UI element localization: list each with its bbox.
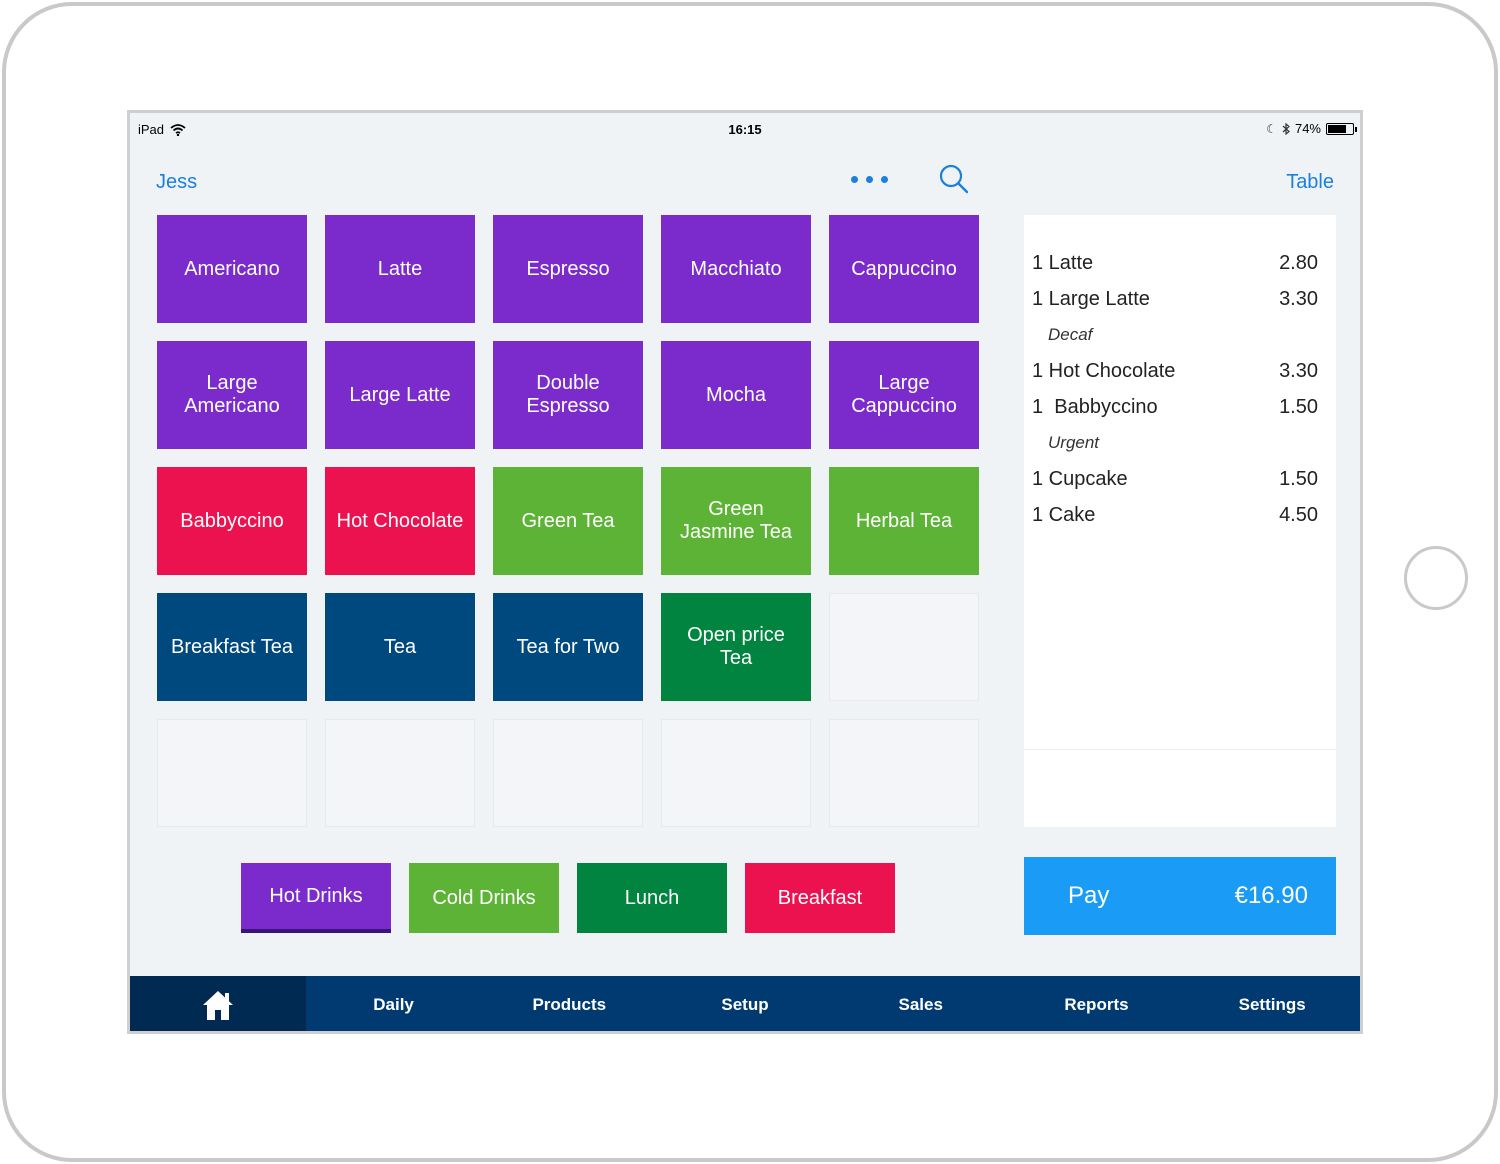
category-hot-drinks-button[interactable]: Hot Drinks [241, 863, 391, 933]
product-breakfast-tea-button[interactable]: Breakfast Tea [157, 593, 307, 701]
product-tea-button[interactable]: Tea [325, 593, 475, 701]
product-espresso-button[interactable]: Espresso [493, 215, 643, 323]
order-lines: 1 Latte 2.80 1 Large Latte 3.30 Decaf 1 Hot C… [1032, 245, 1318, 533]
pay-label: Pay [1068, 882, 1110, 909]
category-breakfast-button[interactable]: Breakfast [745, 863, 895, 933]
order-line[interactable]: 1 Latte 2.80 [1032, 245, 1318, 281]
order-line-item: 1 Hot Chocolate [1032, 359, 1176, 382]
moon-icon: ☾ [1266, 121, 1277, 136]
order-line-price: 1.50 [1279, 395, 1318, 418]
battery-icon [1326, 122, 1357, 135]
empty-product-slot[interactable] [829, 593, 979, 701]
order-line-item: 1 Cake [1032, 503, 1096, 526]
order-line-item: 1 Babbyccino [1032, 395, 1158, 418]
order-line-price: 2.80 [1279, 251, 1318, 274]
pay-button[interactable]: Pay €16.90 [1024, 857, 1336, 935]
battery-fill [1328, 124, 1346, 133]
order-divider [1024, 749, 1336, 750]
status-time: 16:15 [728, 122, 762, 137]
empty-product-slot[interactable] [493, 719, 643, 827]
product-large-americano-button[interactable]: Large Americano [157, 341, 307, 449]
product-herbal-tea-button[interactable]: Herbal Tea [829, 467, 979, 575]
order-panel: 1 Latte 2.80 1 Large Latte 3.30 Decaf 1 Hot C… [1024, 215, 1336, 827]
bottom-nav: Daily Products Setup Sales Reports Settings [130, 976, 1360, 1031]
battery-percent: 74% [1294, 121, 1321, 136]
order-line-price: 3.30 [1279, 287, 1318, 310]
empty-product-slot[interactable] [157, 719, 307, 827]
empty-product-slot[interactable] [661, 719, 811, 827]
nav-settings[interactable]: Settings [1238, 995, 1306, 1014]
search-icon[interactable] [938, 163, 970, 195]
order-line-item: 1 Cupcake [1032, 467, 1128, 490]
order-line[interactable]: 1 Cupcake 1.50 [1032, 461, 1318, 497]
category-bar: Hot Drinks Cold Drinks Lunch Breakfast [241, 863, 895, 933]
order-line-price: 1.50 [1279, 467, 1318, 490]
product-latte-button[interactable]: Latte [325, 215, 475, 323]
product-americano-button[interactable]: Americano [157, 215, 307, 323]
bluetooth-icon [1282, 122, 1290, 135]
order-line-item: 1 Large Latte [1032, 287, 1150, 310]
table-button[interactable]: Table [1286, 171, 1334, 193]
nav-reports[interactable]: Reports [1064, 995, 1129, 1014]
nav-home[interactable] [130, 976, 306, 1031]
order-line[interactable]: 1 Babbyccino 1.50 [1032, 389, 1318, 425]
order-line-note: Urgent [1048, 433, 1100, 452]
order-line-price: 3.30 [1279, 359, 1318, 382]
status-bar: iPad 16:15 ☾ 74% [130, 113, 1360, 143]
empty-product-slot[interactable] [829, 719, 979, 827]
product-babbyccino-button[interactable]: Babbyccino [157, 467, 307, 575]
product-large-cappuccino-button[interactable]: Large Cappuccino [829, 341, 979, 449]
nav-daily[interactable]: Daily [373, 995, 414, 1014]
product-double-espresso-button[interactable]: Double Espresso [493, 341, 643, 449]
order-line-price: 4.50 [1279, 503, 1318, 526]
home-icon [202, 991, 233, 1020]
product-green-jasmine-tea-button[interactable]: Green Jasmine Tea [661, 467, 811, 575]
order-line[interactable]: 1 Large Latte 3.30 [1032, 281, 1318, 317]
product-macchiato-button[interactable]: Macchiato [661, 215, 811, 323]
product-mocha-button[interactable]: Mocha [661, 341, 811, 449]
product-cappuccino-button[interactable]: Cappuccino [829, 215, 979, 323]
category-cold-drinks-button[interactable]: Cold Drinks [409, 863, 559, 933]
nav-products[interactable]: Products [532, 995, 607, 1014]
order-line-item: 1 Latte [1032, 251, 1094, 274]
wifi-icon [170, 123, 186, 136]
product-tea-for-two-button[interactable]: Tea for Two [493, 593, 643, 701]
device-home-button[interactable] [1404, 546, 1468, 610]
user-name[interactable]: Jess [156, 171, 198, 193]
order-line[interactable]: 1 Hot Chocolate 3.30 [1032, 353, 1318, 389]
product-open-price-tea-button[interactable]: Open price Tea [661, 593, 811, 701]
screen: iPad 16:15 ☾ 74% Jess Table Americano [127, 110, 1363, 1034]
nav-setup[interactable]: Setup [721, 995, 769, 1014]
order-line[interactable]: 1 Cake 4.50 [1032, 497, 1318, 533]
order-line-note: Decaf [1048, 325, 1093, 344]
category-lunch-button[interactable]: Lunch [577, 863, 727, 933]
nav-sales[interactable]: Sales [898, 995, 943, 1014]
product-green-tea-button[interactable]: Green Tea [493, 467, 643, 575]
pay-total: €16.90 [1234, 882, 1308, 909]
more-icon[interactable] [851, 176, 888, 183]
product-large-latte-button[interactable]: Large Latte [325, 341, 475, 449]
product-grid: Americano Latte Espresso Macchiato Cappuccin… [157, 215, 985, 827]
device-label: iPad [138, 122, 165, 137]
product-hot-chocolate-button[interactable]: Hot Chocolate [325, 467, 475, 575]
empty-product-slot[interactable] [325, 719, 475, 827]
